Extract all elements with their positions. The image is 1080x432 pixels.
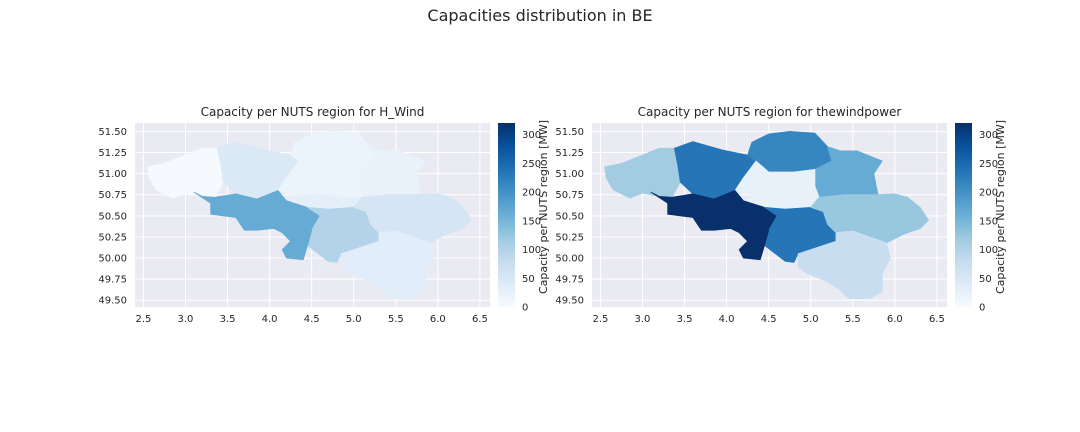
x-tick-label: 5.0	[803, 314, 819, 325]
region-west-flanders	[147, 147, 224, 199]
y-tick-label: 50.00	[555, 254, 584, 265]
region-liege	[353, 193, 472, 244]
colorbar-tick-label: 250	[979, 159, 998, 170]
colorbar-tick-label: 150	[979, 216, 998, 227]
region-luxembourg	[340, 230, 434, 299]
y-tick-label: 51.25	[98, 148, 127, 159]
colorbar-tick-label: 50	[979, 274, 992, 285]
region-brussels	[748, 179, 767, 193]
colorbar-tick-label: 100	[979, 245, 998, 256]
y-tick-label: 50.25	[98, 232, 127, 243]
y-tick-label: 51.50	[555, 127, 584, 138]
y-tick-label: 49.50	[98, 296, 127, 307]
colorbar	[955, 123, 972, 307]
y-tick-label: 50.50	[555, 211, 584, 222]
colorbar-tick-label: 300	[522, 130, 541, 141]
x-tick-label: 3.5	[677, 314, 693, 325]
colorbar-tick-label: 100	[522, 245, 541, 256]
colorbar-label: Capacity per NUTS region [MW]	[994, 120, 1007, 294]
region-luxembourg	[797, 230, 891, 299]
region-west-flanders	[604, 147, 681, 199]
colorbar-label: Capacity per NUTS region [MW]	[537, 120, 550, 294]
panel-title: Capacity per NUTS region for thewindpowe…	[638, 105, 902, 119]
x-tick-label: 3.5	[220, 314, 236, 325]
x-tick-label: 2.5	[135, 314, 151, 325]
x-tick-label: 3.0	[178, 314, 194, 325]
y-tick-label: 50.00	[98, 254, 127, 265]
figure-title: Capacities distribution in BE	[427, 6, 653, 25]
x-tick-label: 2.5	[592, 314, 608, 325]
colorbar-tick-label: 250	[522, 159, 541, 170]
x-tick-label: 6.0	[887, 314, 903, 325]
y-tick-label: 50.75	[98, 190, 127, 201]
x-tick-label: 5.0	[346, 314, 362, 325]
colorbar-tick-label: 50	[522, 274, 535, 285]
y-tick-label: 51.00	[555, 169, 584, 180]
y-tick-label: 50.50	[98, 211, 127, 222]
x-tick-label: 4.5	[761, 314, 777, 325]
y-tick-label: 50.75	[555, 190, 584, 201]
y-tick-label: 50.25	[555, 232, 584, 243]
y-tick-label: 51.00	[98, 169, 127, 180]
x-tick-label: 4.0	[262, 314, 278, 325]
x-tick-label: 6.5	[929, 314, 945, 325]
colorbar-tick-label: 200	[979, 188, 998, 199]
colorbar-tick-label: 0	[979, 303, 985, 314]
map-panel-1: 2.5 3.0 3.5 4.0 4.5 5.0 5.5 6.0 6.5 49.50 49.75 50.…	[98, 105, 550, 325]
y-tick-label: 51.25	[555, 148, 584, 159]
colorbar-tick-label: 200	[522, 188, 541, 199]
x-tick-label: 5.5	[388, 314, 404, 325]
y-tick-label: 49.50	[555, 296, 584, 307]
panel-title: Capacity per NUTS region for H_Wind	[201, 105, 425, 119]
x-tick-label: 4.0	[719, 314, 735, 325]
x-tick-label: 3.0	[635, 314, 651, 325]
region-liege	[810, 193, 929, 244]
x-tick-label: 6.0	[430, 314, 446, 325]
colorbar-tick-label: 0	[522, 303, 528, 314]
y-tick-label: 51.50	[98, 127, 127, 138]
region-hainaut-south	[281, 229, 313, 261]
x-tick-label: 4.5	[304, 314, 320, 325]
y-tick-label: 49.75	[555, 275, 584, 286]
map-panel-2: 2.5 3.0 3.5 4.0 4.5 5.0 5.5 6.0 6.5 49.50 49.75 50.…	[555, 105, 1007, 325]
colorbar	[498, 123, 515, 307]
y-tick-label: 49.75	[98, 275, 127, 286]
region-brussels	[291, 179, 310, 193]
x-tick-label: 5.5	[845, 314, 861, 325]
colorbar-tick-label: 150	[522, 216, 541, 227]
region-hainaut-south	[738, 229, 770, 261]
x-tick-label: 6.5	[472, 314, 488, 325]
colorbar-tick-label: 300	[979, 130, 998, 141]
